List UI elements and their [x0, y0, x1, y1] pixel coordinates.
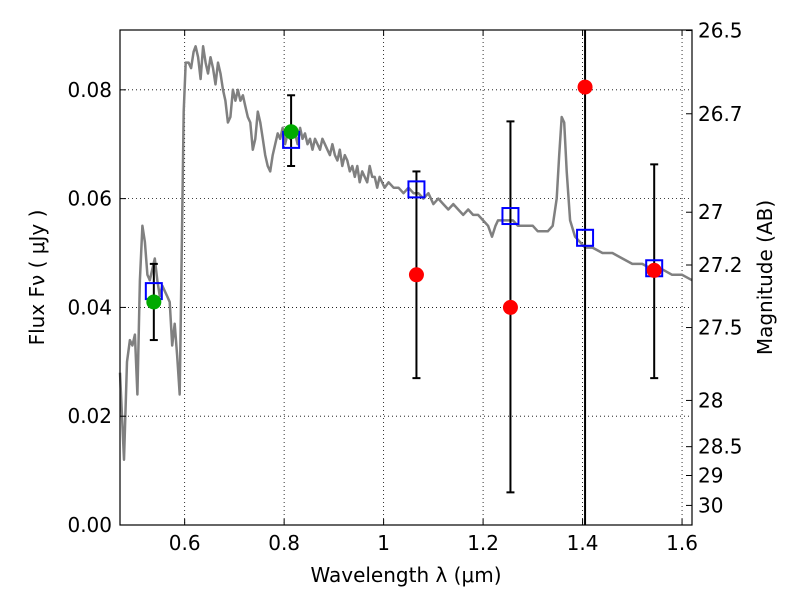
- x-tick-label: 1.2: [467, 531, 499, 555]
- observed-flux-point: [646, 262, 662, 278]
- plot-frame: [119, 29, 693, 526]
- right-tick-label: 27.2: [698, 253, 743, 277]
- right-tick-label: 28.5: [698, 435, 743, 459]
- spectrum-layer: [118, 45, 693, 461]
- observed-flux-point: [408, 267, 424, 283]
- right-tick-label: 29: [698, 464, 723, 488]
- observed-flux-point: [577, 79, 593, 95]
- model-spectrum-line: [118, 45, 693, 461]
- y-axis-label: Flux Fν ( μJy ): [25, 210, 49, 346]
- right-tick-label: 28: [698, 388, 723, 412]
- y-tick-label: 0.06: [67, 187, 112, 211]
- y-tick-label: 0.02: [67, 404, 112, 428]
- observed-flux-point: [283, 124, 299, 140]
- y-tick-label: 0.04: [67, 295, 112, 319]
- x-tick-label: 1.6: [666, 531, 698, 555]
- right-tick-label: 26.7: [698, 102, 743, 126]
- y-tick-label: 0.00: [67, 513, 112, 537]
- x-tick-label: 0.8: [268, 531, 300, 555]
- x-axis-label: Wavelength λ (μm): [310, 563, 501, 587]
- x-tick-label: 1: [377, 531, 390, 555]
- x-tick-label: 0.6: [169, 531, 201, 555]
- right-axis-label: Magnitude (AB): [753, 200, 777, 355]
- x-tick-label: 1.4: [567, 531, 599, 555]
- model-photometry-square: [576, 228, 595, 247]
- marker-layer: [144, 79, 664, 315]
- right-tick-label: 27.5: [698, 316, 743, 340]
- right-tick-label: 26.5: [698, 19, 743, 43]
- observed-flux-point: [146, 294, 162, 310]
- model-photometry-square: [407, 180, 426, 199]
- tick-layer: 0.6 0.8 1 1.2 1.4 1.6 0.00 0.02 0.04 0.06 0.08 26.5…: [67, 19, 742, 555]
- right-tick-label: 30: [698, 493, 723, 517]
- y-tick-label: 0.08: [67, 78, 112, 102]
- observed-flux-point: [502, 299, 518, 315]
- right-tick-label: 27: [698, 200, 723, 224]
- model-photometry-square: [501, 207, 520, 226]
